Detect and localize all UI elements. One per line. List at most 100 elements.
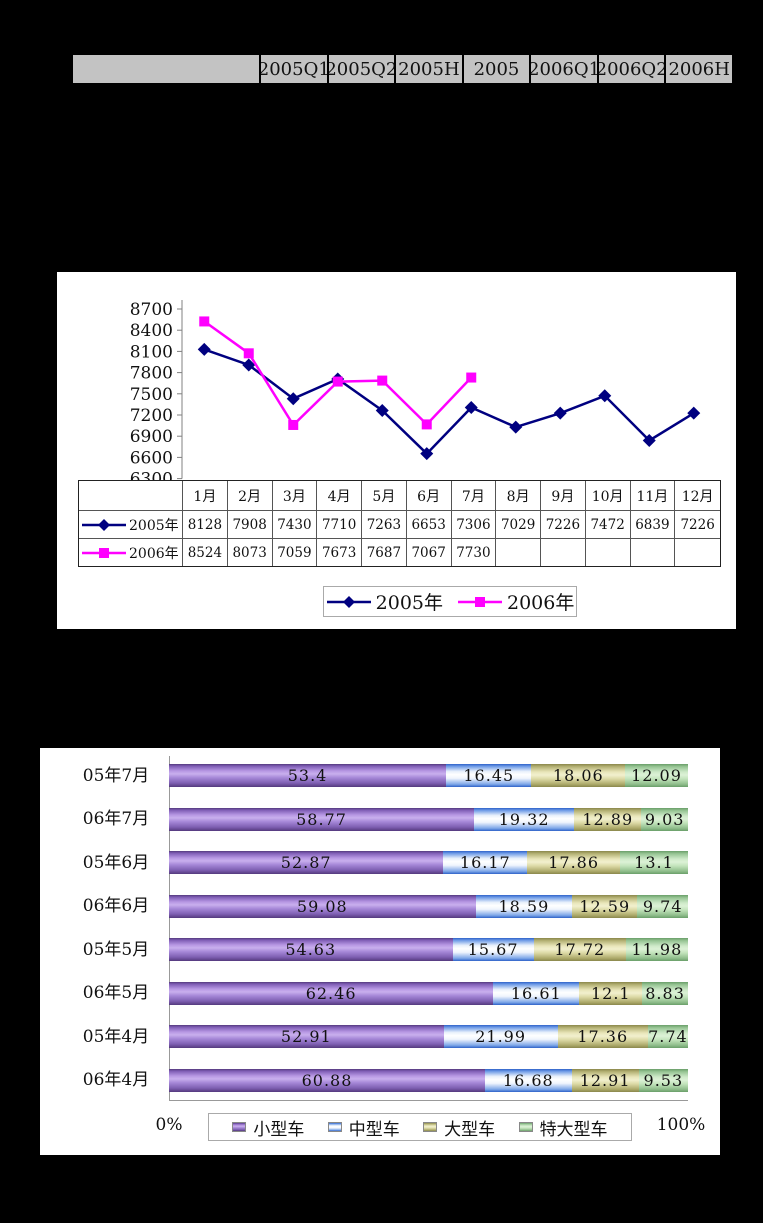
data-point-diamond bbox=[553, 406, 567, 420]
data-point-diamond bbox=[420, 447, 434, 461]
stacked-bar-row: 52.87 16.17 17.86 13.1 bbox=[169, 851, 688, 874]
bar-segment-大型车: 18.06 bbox=[531, 764, 626, 787]
legend-swatch-icon bbox=[232, 1122, 247, 1132]
data-table-value-cell: 7059 bbox=[273, 539, 318, 566]
bar-segment-中型车: 16.45 bbox=[446, 764, 532, 787]
legend-label: 特大型车 bbox=[539, 1119, 608, 1140]
data-table-value-cell: 8524 bbox=[183, 539, 228, 566]
bar-chart-legend: 小型车 中型车 大型车 特大型车 bbox=[208, 1113, 632, 1141]
data-table-value-cell: 7067 bbox=[407, 539, 452, 566]
data-point-diamond bbox=[286, 392, 300, 406]
bar-category-label: 06年4月 bbox=[82, 1070, 150, 1090]
bar-segment-特大型车: 8.83 bbox=[642, 981, 688, 1005]
bar-chart-y-axis bbox=[169, 756, 170, 1101]
data-point-diamond bbox=[242, 358, 256, 372]
data-table-value-cell bbox=[541, 539, 586, 566]
bar-category-label: 06年6月 bbox=[82, 896, 150, 916]
bar-segment-value: 12.09 bbox=[631, 766, 682, 785]
data-table-value-cell: 6839 bbox=[630, 511, 676, 539]
legend-item-大型车: 大型车 bbox=[423, 1115, 495, 1140]
bar-segment-value: 62.46 bbox=[305, 983, 357, 1003]
data-table-value-cell: 7908 bbox=[227, 511, 273, 539]
data-table-month-header: 9月 bbox=[541, 481, 586, 511]
line-chart-legend: 2005年 2006年 bbox=[323, 586, 577, 617]
bar-segment-特大型车: 9.53 bbox=[638, 1068, 689, 1092]
data-table-value-cell bbox=[631, 539, 676, 566]
summary-header-cell: 2006Q1 bbox=[531, 55, 597, 83]
bar-segment-value: 17.72 bbox=[554, 940, 606, 959]
bar-segment-特大型车: 9.74 bbox=[637, 894, 688, 918]
bar-segment-value: 9.53 bbox=[643, 1070, 684, 1090]
data-table-month-header: 10月 bbox=[585, 481, 631, 511]
bar-segment-value: 59.08 bbox=[296, 896, 348, 916]
bar-segment-value: 8.83 bbox=[645, 983, 685, 1003]
stacked-bar-row: 52.91 21.99 17.36 7.74 bbox=[169, 1025, 688, 1048]
data-table-value-cell: 8073 bbox=[228, 539, 273, 566]
data-table-value-cell: 8128 bbox=[183, 511, 228, 539]
data-point-diamond bbox=[509, 420, 523, 434]
data-point-square bbox=[466, 372, 477, 383]
y-axis-tick-label: 8100 bbox=[130, 342, 173, 362]
bar-segment-value: 16.61 bbox=[510, 983, 562, 1003]
y-axis-tick-label: 7200 bbox=[130, 406, 173, 426]
data-table-month-header: 12月 bbox=[675, 481, 720, 511]
bar-segment-value: 7.74 bbox=[648, 1027, 688, 1046]
bar-segment-大型车: 17.72 bbox=[533, 938, 626, 961]
line-chart-plot: 870084008100780075007200690066006300 bbox=[130, 300, 701, 490]
bar-segment-大型车: 12.89 bbox=[574, 807, 642, 831]
bar-category-label: 05年4月 bbox=[82, 1026, 150, 1047]
data-table-value-cell: 7306 bbox=[451, 511, 497, 539]
bar-segment-大型车: 12.1 bbox=[579, 981, 643, 1005]
data-table-month-header: 3月 bbox=[272, 481, 318, 511]
bar-segment-value: 53.4 bbox=[287, 766, 328, 785]
bar-segment-小型车: 58.77 bbox=[169, 807, 474, 831]
bar-segment-value: 52.87 bbox=[280, 853, 332, 872]
bar-segment-小型车: 52.91 bbox=[169, 1025, 444, 1048]
summary-header-cell: 2006Q2 bbox=[598, 55, 665, 83]
legend-item-特大型车: 特大型车 bbox=[518, 1115, 608, 1140]
bar-segment-value: 16.45 bbox=[463, 766, 515, 785]
legend-label: 小型车 bbox=[253, 1119, 305, 1140]
y-axis-tick-label: 7500 bbox=[130, 385, 173, 405]
bar-segment-value: 12.59 bbox=[579, 896, 631, 916]
stacked-bar-row: 54.63 15.67 17.72 11.98 bbox=[169, 938, 688, 961]
bar-segment-value: 17.86 bbox=[548, 853, 600, 872]
data-table-value-cell: 7263 bbox=[362, 511, 407, 539]
data-point-diamond bbox=[464, 401, 478, 415]
legend-item-2006年: 2006年 bbox=[457, 588, 574, 615]
summary-header-blank-cell bbox=[73, 55, 259, 83]
legend-key-square-icon bbox=[82, 547, 126, 558]
bar-segment-小型车: 54.63 bbox=[169, 938, 453, 961]
bar-segment-大型车: 12.59 bbox=[572, 894, 638, 918]
legend-swatch-icon bbox=[518, 1122, 533, 1132]
legend-label: 大型车 bbox=[444, 1119, 496, 1140]
bar-segment-中型车: 16.17 bbox=[443, 851, 528, 874]
x-axis-max-label: 100% bbox=[656, 1115, 706, 1135]
summary-header-cell: 2005Q2 bbox=[328, 55, 395, 83]
bar-chart-x-axis bbox=[169, 1100, 688, 1101]
data-table-value-cell: 6653 bbox=[406, 511, 452, 539]
bar-segment-value: 54.63 bbox=[285, 940, 337, 959]
bar-segment-特大型车: 9.03 bbox=[641, 807, 689, 831]
data-table-value-cell: 7710 bbox=[317, 511, 362, 539]
data-table-month-header: 5月 bbox=[362, 481, 407, 511]
line-chart-data-table: 1月 2月 3月 4月 5月 6月 7月 8月 9月 10月 11月 12月 2005年 8128 7908… bbox=[78, 480, 721, 567]
bar-segment-value: 19.32 bbox=[498, 809, 550, 829]
bar-segment-value: 16.17 bbox=[459, 853, 511, 872]
bar-segment-value: 12.91 bbox=[579, 1070, 631, 1090]
legend-item-2005年: 2005年 bbox=[326, 588, 443, 615]
y-axis-tick-label: 6600 bbox=[130, 448, 173, 468]
data-point-diamond bbox=[687, 406, 701, 420]
legend-label: 中型车 bbox=[348, 1119, 400, 1140]
summary-header-cell: 2005 bbox=[463, 55, 530, 83]
bar-segment-小型车: 59.08 bbox=[169, 894, 476, 918]
stacked-bar-row: 59.08 18.59 12.59 9.74 bbox=[169, 894, 688, 918]
bar-segment-大型车: 17.86 bbox=[527, 851, 620, 874]
bar-segment-value: 18.59 bbox=[498, 896, 550, 916]
bar-segment-小型车: 60.88 bbox=[169, 1068, 485, 1092]
data-table-month-header: 11月 bbox=[630, 481, 676, 511]
legend-swatch-icon bbox=[423, 1122, 438, 1132]
data-table-value-cell: 7730 bbox=[452, 539, 497, 566]
bar-category-label: 06年7月 bbox=[82, 809, 150, 829]
bar-category-label: 05年7月 bbox=[82, 765, 150, 786]
